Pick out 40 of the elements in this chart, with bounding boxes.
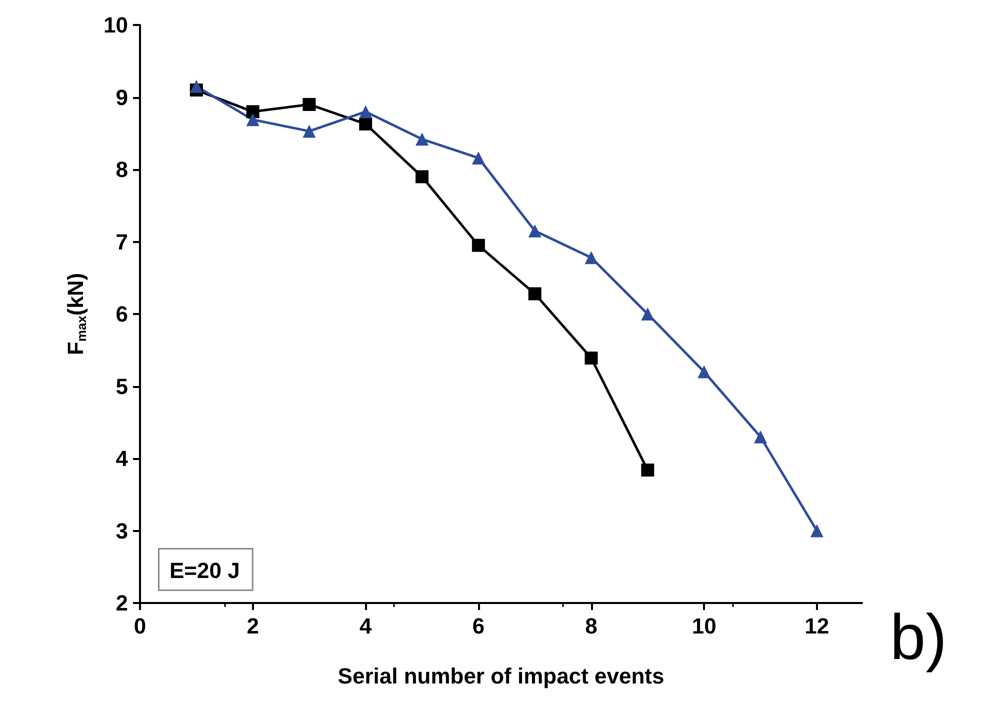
point [190,80,203,93]
y-tick-label: 2 [116,590,128,616]
y-tick-label: 9 [116,84,128,110]
y-tick-label: 4 [116,446,129,471]
x-tick-label: 12 [804,614,830,638]
point [810,524,824,538]
text: b) [890,601,947,673]
point [416,132,429,146]
point [472,151,485,164]
y-tick-label: 7 [116,229,128,254]
point [528,287,542,300]
point [584,251,598,264]
x-tick-label: 8 [585,614,598,638]
point [528,224,542,238]
point [584,352,598,365]
point [359,105,372,118]
point [246,113,260,126]
y-tick-label: 10 [104,12,128,38]
point [246,105,260,118]
annotation: E=20 J [170,558,240,583]
point [302,98,316,111]
point [416,170,429,184]
point [472,238,485,252]
y-axis-title: Fmax(kN) [63,272,89,356]
y-tick-label: 3 [116,518,128,544]
point [754,430,767,444]
x-tick-label: 10 [692,614,716,638]
x-axis-title: Serial number of impact events [338,664,664,688]
x-tick-label: 2 [246,614,259,638]
point [641,308,654,320]
x-tick-label: 4 [360,614,372,638]
point [698,365,711,378]
y-tick-label: 6 [116,302,128,326]
point [302,124,316,138]
y-tick-label: 8 [116,157,128,182]
y-tick-label: 5 [116,374,128,399]
x-tick-label: 0 [134,614,146,638]
x-tick-label: 6 [472,614,485,638]
point [641,464,654,477]
point [359,117,372,130]
